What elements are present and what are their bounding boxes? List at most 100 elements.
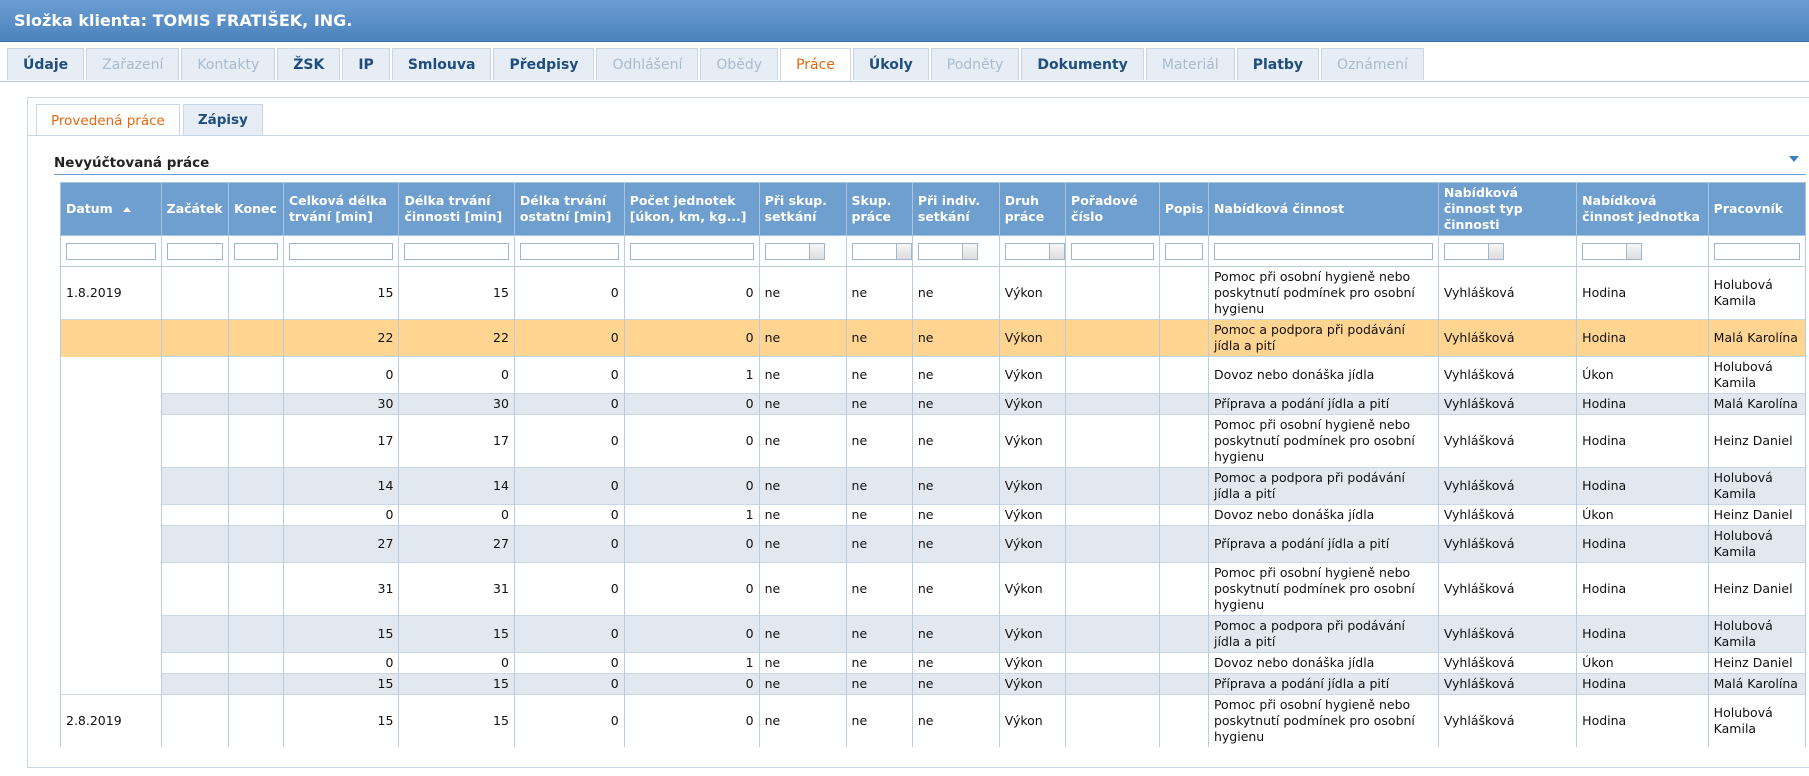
grid-row[interactable]: 22 22 0 0 ne ne ne Výkon Pomoc a podpora při pod… <box>60 319 1807 357</box>
grid-row[interactable]: 15 15 0 0 ne ne ne Výkon Pomoc a podpora při pod… <box>60 615 1807 653</box>
grid-cell: ne <box>758 652 847 674</box>
tab[interactable]: Dokumenty <box>1021 48 1144 80</box>
column-header[interactable]: Konec <box>228 182 284 236</box>
grid-cell <box>1065 525 1160 563</box>
grid-row[interactable]: 15 15 0 0 ne ne ne Výkon Příprava a podání jídla… <box>60 673 1807 695</box>
tab[interactable]: Údaje <box>7 48 85 80</box>
column-header[interactable]: Popis <box>1158 182 1209 236</box>
filter-input[interactable] <box>166 242 224 260</box>
grid-cell <box>160 504 230 526</box>
grid-cell: 1 <box>623 504 760 526</box>
grid-row[interactable]: 14 14 0 0 ne ne ne Výkon Pomoc a podpora při pod… <box>60 467 1807 505</box>
filter-input[interactable] <box>1071 242 1154 260</box>
filter-select[interactable] <box>764 242 825 260</box>
column-header[interactable]: Při indiv. setkání <box>911 182 1000 236</box>
column-header[interactable]: Nabídková činnost <box>1207 182 1439 236</box>
grid-row[interactable]: 30 30 0 0 ne ne ne Výkon Příprava a podání jídla… <box>60 393 1807 415</box>
tab[interactable]: IP <box>342 48 390 80</box>
filter-select[interactable] <box>851 242 912 260</box>
grid-cell: Pomoc a podpora při podávání jídla a pit… <box>1207 467 1439 505</box>
grid-cell: Výkon <box>998 319 1067 357</box>
grid-row[interactable]: 31 31 0 0 ne ne ne Výkon Pomoc při osobní hygien… <box>60 562 1807 616</box>
filter-input[interactable] <box>288 242 394 260</box>
filter-cell <box>623 235 760 267</box>
grid-cell: Výkon <box>998 504 1067 526</box>
grid-cell <box>160 467 230 505</box>
grid-cell: Vyhlášková <box>1437 525 1578 563</box>
filter-select[interactable] <box>917 242 978 260</box>
grid-row[interactable]: 17 17 0 0 ne ne ne Výkon Pomoc při osobní hygien… <box>60 414 1807 468</box>
column-header[interactable]: Počet jednotek [úkon, km, kg...] <box>623 182 760 236</box>
grid-cell: 0 <box>513 319 625 357</box>
grid-row[interactable]: 1.8.2019 15 15 0 0 ne ne ne Výkon Pomoc při osobn… <box>60 266 1807 320</box>
tab: Odhlášení <box>596 48 699 80</box>
grid-cell: Holubová Kamila <box>1707 356 1807 394</box>
grid-cell: ne <box>845 562 913 616</box>
grid-cell: ne <box>845 414 913 468</box>
grid-cell: ne <box>758 673 847 695</box>
subtab-line <box>28 135 1809 136</box>
filter-input[interactable] <box>66 242 156 260</box>
grid-cell: 0 <box>513 525 625 563</box>
column-header[interactable]: Celková délka trvání [min] <box>282 182 400 236</box>
tab[interactable]: Platby <box>1236 48 1320 80</box>
grid-cell: 0 <box>513 393 625 415</box>
subtab[interactable]: Zápisy <box>182 104 263 135</box>
filter-input[interactable] <box>1164 242 1203 260</box>
filter-input[interactable] <box>1713 242 1800 260</box>
grid-cell: ne <box>758 694 847 747</box>
column-header[interactable]: Skup. práce <box>845 182 913 236</box>
grid-row[interactable]: 0 0 0 1 ne ne ne Výkon Dovoz nebo donáška jídla V… <box>60 504 1807 526</box>
filter-select[interactable] <box>1582 242 1643 260</box>
grid-cell: 14 <box>398 467 515 505</box>
filter-input[interactable] <box>629 242 754 260</box>
filter-input[interactable] <box>519 242 619 260</box>
collapse-toggle[interactable] <box>1789 156 1799 162</box>
grid-cell: Vyhlášková <box>1437 694 1578 747</box>
grid-cell: 0 <box>513 673 625 695</box>
column-header[interactable]: Při skup. setkání <box>758 182 847 236</box>
column-header[interactable]: Pracovník <box>1707 182 1807 236</box>
column-header[interactable]: Délka trvání činnosti [min] <box>398 182 515 236</box>
filter-select[interactable] <box>1004 242 1065 260</box>
grid-cell: 31 <box>398 562 515 616</box>
grid-cell: ne <box>845 615 913 653</box>
grid-row[interactable]: 27 27 0 0 ne ne ne Výkon Příprava a podání jídla… <box>60 525 1807 563</box>
subtab[interactable]: Provedená práce <box>36 104 180 136</box>
filter-select[interactable] <box>1443 242 1504 260</box>
grid-cell <box>160 673 230 695</box>
tab[interactable]: Smlouva <box>391 48 492 80</box>
column-header[interactable]: Datum <box>60 182 162 236</box>
grid-cell <box>1065 694 1160 747</box>
grid-cell: ne <box>845 652 913 674</box>
grid-cell: Vyhlášková <box>1437 393 1578 415</box>
filter-input[interactable] <box>1213 242 1433 260</box>
column-header[interactable]: Nabídková činnost jednotka <box>1576 182 1709 236</box>
grid-cell: Hodina <box>1576 393 1709 415</box>
tab: Zařazení <box>86 48 180 80</box>
grid-cell: 0 <box>282 504 400 526</box>
grid-cell: ne <box>845 266 913 320</box>
column-header[interactable]: Začátek <box>160 182 230 236</box>
tab[interactable]: ŽSK <box>277 48 341 80</box>
grid-row[interactable]: 2.8.2019 15 15 0 0 ne ne ne Výkon Pomoc při osobn… <box>60 694 1807 747</box>
tab[interactable]: Úkoly <box>852 48 929 80</box>
grid-cell: Příprava a podání jídla a pití <box>1207 393 1439 415</box>
grid-cell <box>160 393 230 415</box>
filter-cell <box>911 235 1000 267</box>
filter-input[interactable] <box>234 242 278 260</box>
column-header[interactable]: Druh práce <box>998 182 1067 236</box>
grid-cell <box>160 652 230 674</box>
tab[interactable]: Předpisy <box>493 48 595 80</box>
grid-row[interactable]: 0 0 0 1 ne ne ne Výkon Dovoz nebo donáška jídla V… <box>60 356 1807 394</box>
grid-row[interactable]: 0 0 0 1 ne ne ne Výkon Dovoz nebo donáška jídla V… <box>60 652 1807 674</box>
grid-cell: Holubová Kamila <box>1707 525 1807 563</box>
tab: Kontakty <box>181 48 276 80</box>
column-header[interactable]: Délka trvání ostatní [min] <box>513 182 625 236</box>
column-header[interactable]: Nabídková činnost typ činnosti <box>1437 182 1578 236</box>
tab[interactable]: Práce <box>780 48 851 81</box>
filter-cell <box>845 235 913 267</box>
filter-input[interactable] <box>404 242 509 260</box>
grid-cell: Pomoc a podpora při podávání jídla a pit… <box>1207 319 1439 357</box>
column-header[interactable]: Pořadové číslo <box>1065 182 1160 236</box>
